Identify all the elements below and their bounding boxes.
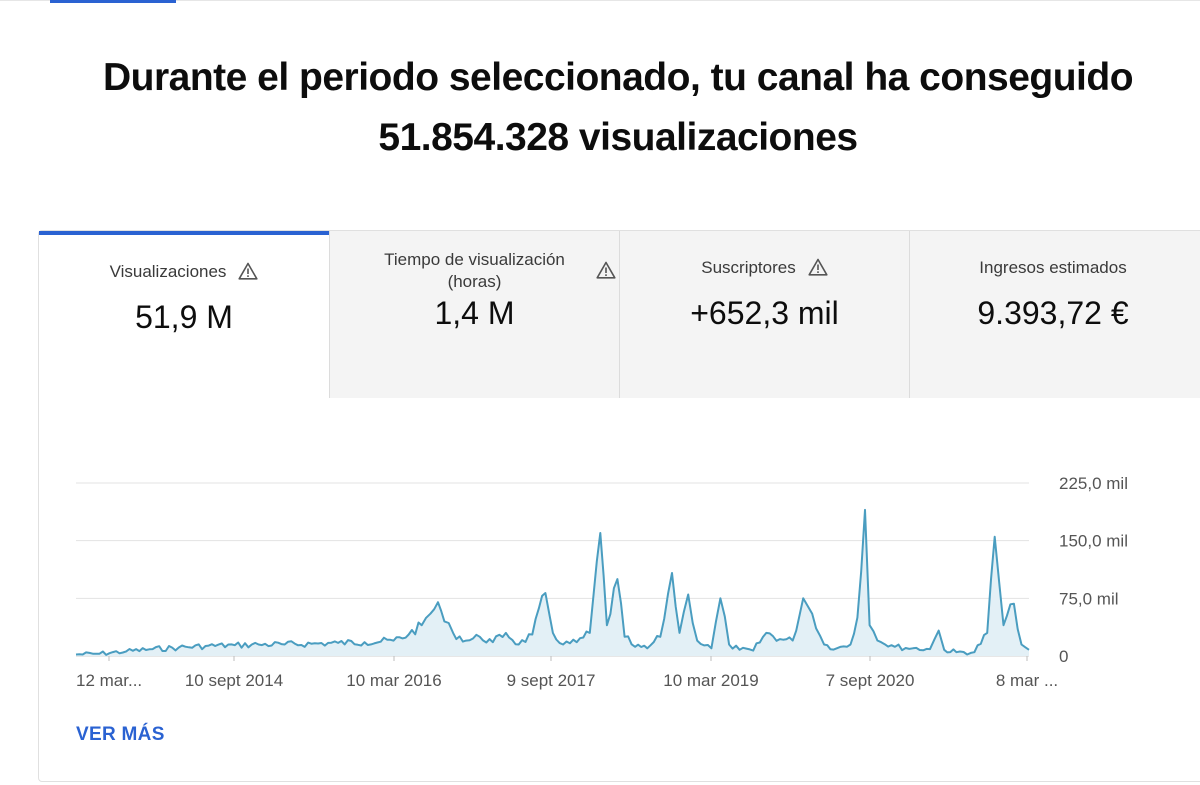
x-tick-label: 10 mar 2016 [346,671,441,690]
warning-triangle-icon [808,258,828,282]
metric-tabs: Visualizaciones 51,9 M Tiempo de visuali… [39,231,1200,398]
tab-label-row: Tiempo de visualización (horas) [330,249,619,293]
tab-label-row: Visualizaciones [39,261,329,286]
tab-label-row: Ingresos estimados [910,257,1200,279]
warning-triangle-icon [596,261,616,284]
tab-value: 51,9 M [135,299,233,335]
top-border [0,0,1200,1]
headline-line-2: 51.854.328 visualizaciones [378,116,858,159]
tab-value: 9.393,72 € [977,295,1129,331]
headline-line-1: Durante el periodo seleccionado, tu cana… [102,56,1134,99]
tab-label-line-2: (horas) [447,272,502,291]
ver-mas-link[interactable]: VER MÁS [76,724,165,745]
x-tick-label: 12 mar... [76,671,142,690]
y-tick-label: 225,0 mil [1059,474,1128,493]
x-tick-label: 9 sept 2017 [507,671,596,690]
x-tick-label: 7 sept 2020 [826,671,915,690]
tab-tiempo-visualizacion[interactable]: Tiempo de visualización (horas) 1,4 M [329,231,619,398]
tab-value: +652,3 mil [690,295,839,331]
series-line [75,508,1030,656]
analytics-card: Visualizaciones 51,9 M Tiempo de visuali… [38,230,1200,782]
tab-suscriptores[interactable]: Suscriptores +652,3 mil [619,231,909,398]
tab-visualizaciones[interactable]: Visualizaciones 51,9 M [39,231,329,398]
active-nav-indicator [50,0,176,3]
tab-label-row: Suscriptores [620,257,909,282]
x-tick-label: 10 mar 2019 [663,671,758,690]
views-chart[interactable]: 0 75,0 mil 150,0 mil 225,0 mil 12 mar... 10 s… [39,398,1200,708]
x-tick-label: 10 sept 2014 [185,671,283,690]
tab-label: Suscriptores [701,258,796,277]
y-tick-label: 75,0 mil [1059,589,1119,608]
y-tick-label: 0 [1059,647,1068,666]
views-chart-svg: 0 75,0 mil 150,0 mil 225,0 mil 12 mar... 10 s… [75,474,1128,690]
tab-label: Visualizaciones [109,262,227,281]
tab-label: Ingresos estimados [979,258,1127,277]
tab-value: 1,4 M [434,295,515,331]
x-tick-label: 8 mar ... [996,671,1058,690]
warning-triangle-icon [238,262,259,286]
tab-label-line-1: Tiempo de visualización [384,250,565,269]
page-headline: Durante el periodo seleccionado, tu cana… [0,48,1200,168]
y-tick-label: 150,0 mil [1059,532,1128,551]
tab-ingresos-estimados[interactable]: Ingresos estimados 9.393,72 € [909,231,1200,398]
